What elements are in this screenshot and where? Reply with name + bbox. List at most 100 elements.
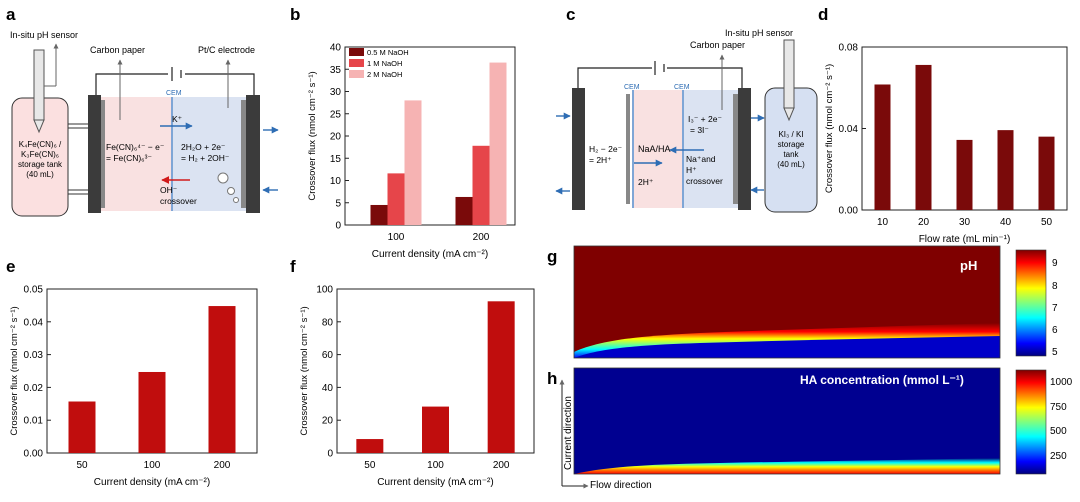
ph-frame [573, 245, 1001, 359]
panel-letter-h: h [547, 369, 557, 388]
bar [455, 196, 473, 225]
oh-crossover-label: OH⁻ crossover [160, 185, 197, 206]
x-tick-label: 200 [214, 460, 231, 471]
crossover-label: crossover [160, 196, 197, 206]
ph-tick: 9 [1052, 258, 1058, 269]
y-tick-label: 40 [322, 383, 334, 394]
circuit-wire-left-c [577, 67, 652, 90]
ha-colorbar [1015, 369, 1047, 475]
carbon-paper-label-c: Carbon paper [690, 40, 745, 50]
legend-label: 1 M NaOH [367, 59, 402, 68]
oh-label: OH⁻ [160, 185, 178, 195]
gas-diffusion-c [626, 94, 630, 204]
x-tick-label: 40 [1000, 217, 1012, 228]
y-tick-label: 0.04 [24, 317, 44, 328]
anode-reaction-c: H₂ − 2e⁻ = 2H⁺ [589, 144, 623, 165]
panel-c-schematic: c In-situ pH sensor Carbon paper CEM CEM… [555, 5, 818, 213]
y-tick-label: 0.02 [24, 383, 44, 394]
tank-c-line2: storage [778, 140, 805, 149]
anode-rxn-c-line2: = 2H⁺ [589, 155, 612, 165]
anode-reaction: Fe(CN)₆⁴⁻ − e⁻ = Fe(CN)₆³⁻ [106, 142, 165, 163]
tank-c-text: KI₃ / KI storage tank (40 mL) [777, 130, 805, 169]
bar [1038, 136, 1055, 210]
x-axis-label: Current density (mA cm⁻²) [94, 477, 210, 488]
y-tick-label: 0 [335, 221, 341, 232]
bubble [217, 172, 229, 184]
ph-tick: 7 [1052, 303, 1058, 314]
y-tick-label: 0 [327, 449, 333, 460]
tank-a-line4: (40 mL) [26, 170, 54, 179]
cem-label-c1: CEM [624, 84, 640, 91]
legend-swatch [349, 59, 364, 67]
ph-low-region [574, 336, 1000, 358]
y-tick-label: 0.08 [839, 43, 859, 54]
ph-sensor-probe [33, 49, 45, 121]
ph-label: pH [960, 258, 977, 273]
bubble [233, 197, 239, 203]
ph-sensor-label: In-situ pH sensor [10, 30, 78, 40]
h-plus-label: 2H⁺ [638, 177, 654, 187]
ph-sensor-probe-c [783, 39, 795, 109]
panel-letter-d: d [818, 5, 828, 24]
bar [68, 401, 96, 453]
cathode-rxn-c-line1: I₃⁻ + 2e⁻ [688, 114, 722, 124]
x-axis-label: Current density (mA cm⁻²) [372, 249, 488, 260]
x-tick-label: 200 [473, 232, 490, 243]
panel-h-heatmap: h HA concentration (mmol L⁻¹) 1000 750 5… [547, 367, 1073, 491]
x-axis-label: Flow rate (mL min⁻¹) [919, 234, 1011, 245]
electrode-left-a [88, 95, 101, 213]
panel-g-heatmap: g pH 9 8 7 6 5 [547, 245, 1058, 359]
legend-label: 0.5 M NaOH [367, 48, 409, 57]
y-tick-label: 80 [322, 317, 334, 328]
y-axis-label: Crossover flux (nmol cm⁻² s⁻¹) [824, 64, 835, 193]
ph-colorbar [1015, 249, 1047, 357]
cathode-chamber-c [683, 90, 738, 208]
ph-sensor-tip [33, 119, 45, 134]
ptc-layer [241, 100, 246, 208]
ph-tick: 8 [1052, 281, 1058, 292]
y-tick-label: 40 [330, 43, 342, 54]
cathode-rxn-line1: 2H₂O + 2e⁻ [181, 142, 226, 152]
circuit-wire-right [185, 73, 255, 97]
anode-chamber-c [585, 90, 633, 208]
cem-label-c2: CEM [674, 84, 690, 91]
cathode-rxn-line2: = H₂ + 2OH⁻ [181, 153, 230, 163]
crossover-label-c: Na⁺and H⁺ crossover [686, 154, 723, 186]
bar [387, 173, 405, 225]
bar [370, 204, 388, 225]
x-tick-label: 200 [493, 460, 510, 471]
y-tick-label: 0.00 [839, 206, 859, 217]
anode-rxn-c-line1: H₂ − 2e⁻ [589, 144, 623, 154]
y-tick-label: 20 [330, 132, 342, 143]
bar [422, 406, 449, 453]
y-tick-label: 0.05 [24, 285, 44, 296]
panel-b-chart: b 0 5 10 15 20 25 30 35 40 100 200 Current density … [290, 5, 516, 260]
panel-e-chart: e 0.00 0.01 0.02 0.03 0.04 0.05 50 100 200 Curren… [6, 257, 258, 488]
panel-letter-f: f [290, 257, 296, 276]
electrode-right-c [738, 88, 751, 210]
panel-letter-a: a [6, 5, 16, 24]
anolyte-chamber [96, 97, 172, 211]
anode-rxn-line1: Fe(CN)₆⁴⁻ − e⁻ [106, 142, 165, 152]
x-tick-label: 100 [427, 460, 444, 471]
bar [874, 84, 891, 210]
panel-letter-b: b [290, 5, 300, 24]
x-tick-label: 50 [1041, 217, 1053, 228]
cathode-reaction: 2H₂O + 2e⁻ = H₂ + 2OH⁻ [181, 142, 230, 163]
panel-letter-e: e [6, 257, 15, 276]
panel-letter-c: c [566, 5, 575, 24]
y-tick-label: 5 [335, 198, 341, 209]
legend-label: 2 M NaOH [367, 70, 402, 79]
y-axis-label: Crossover flux (nmol cm⁻² s⁻¹) [9, 306, 20, 435]
y-tick-label: 10 [330, 176, 342, 187]
bubble [227, 187, 235, 195]
catholyte-chamber [172, 97, 250, 211]
carbon-paper-label: Carbon paper [90, 45, 145, 55]
bar [915, 64, 932, 211]
current-direction-label: Current direction [563, 396, 574, 470]
bar [138, 371, 166, 453]
bar [489, 62, 507, 226]
legend-swatch [349, 48, 364, 56]
ptc-electrode-label: Pt/C electrode [198, 45, 255, 55]
